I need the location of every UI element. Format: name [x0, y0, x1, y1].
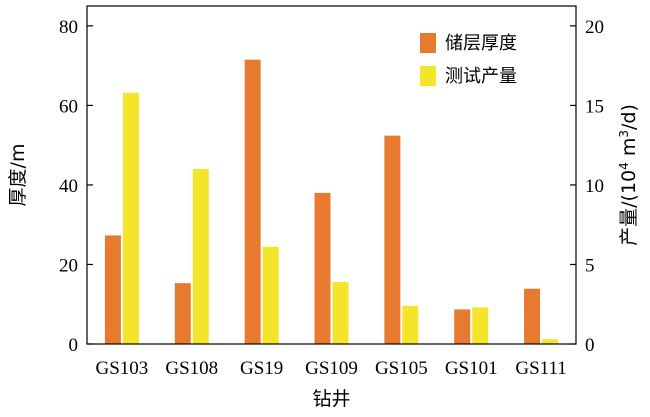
right-tick-label-10: 10: [585, 176, 604, 197]
right-axis-ticks: 0 5 10 15 20: [570, 17, 604, 356]
plot-frame: [86, 5, 577, 345]
right-tick-label-20: 20: [585, 17, 604, 38]
bar-thickness-gs108: [174, 283, 191, 344]
left-axis-ticks: 0 20 40 60 80: [59, 17, 93, 356]
bar-thickness-gs19: [244, 59, 261, 345]
right-axis-title-middle: m: [618, 138, 640, 163]
right-axis-title-suffix: /d): [618, 104, 640, 130]
left-tick-label-40: 40: [59, 176, 78, 197]
x-axis-title: 钻井: [312, 388, 350, 410]
bars-layer: [104, 59, 559, 345]
x-tick-label-gs105: GS105: [375, 358, 428, 379]
legend-swatch-production: [420, 66, 436, 86]
bar-thickness-gs105: [384, 135, 401, 344]
x-tick-label-gs19: GS19: [240, 358, 283, 379]
x-axis-tick-labels: GS103 GS108 GS19 GS109 GS105 GS101 GS111: [96, 358, 567, 379]
x-tick-label-gs101: GS101: [445, 358, 498, 379]
right-axis-title: 产量/(104 m3/d): [617, 104, 640, 246]
x-tick-label-gs109: GS109: [305, 358, 358, 379]
bar-production-gs108: [192, 169, 209, 344]
bar-production-gs105: [402, 305, 419, 344]
left-axis-title: 厚度/m: [7, 144, 29, 207]
legend: 储层厚度 测试产量: [420, 33, 517, 87]
x-tick-label-gs108: GS108: [165, 358, 218, 379]
bar-thickness-gs109: [314, 192, 331, 344]
x-tick-label-gs103: GS103: [96, 358, 149, 379]
right-axis-title-exp2: 3: [617, 130, 631, 138]
x-tick-label-gs111: GS111: [515, 358, 566, 379]
bar-production-gs111: [542, 339, 559, 344]
bar-thickness-gs101: [454, 309, 471, 344]
legend-label-thickness: 储层厚度: [445, 33, 517, 54]
right-tick-label-15: 15: [585, 96, 604, 117]
right-axis-title-exp1: 4: [617, 162, 631, 170]
right-tick-label-5: 5: [585, 255, 595, 276]
left-tick-label-20: 20: [59, 255, 78, 276]
right-axis-title-prefix: 产量/(10: [618, 170, 640, 246]
bar-production-gs109: [332, 281, 349, 344]
left-tick-label-60: 60: [59, 96, 78, 117]
left-tick-label-80: 80: [59, 17, 78, 38]
bar-production-gs101: [472, 307, 489, 344]
right-tick-label-0: 0: [585, 335, 595, 356]
left-tick-label-0: 0: [69, 335, 79, 356]
bar-thickness-gs103: [104, 235, 121, 344]
bar-production-gs19: [262, 246, 279, 344]
bar-production-gs103: [122, 92, 139, 344]
legend-label-production: 测试产量: [445, 66, 517, 87]
bar-thickness-gs111: [524, 288, 541, 344]
legend-swatch-thickness: [420, 33, 436, 53]
